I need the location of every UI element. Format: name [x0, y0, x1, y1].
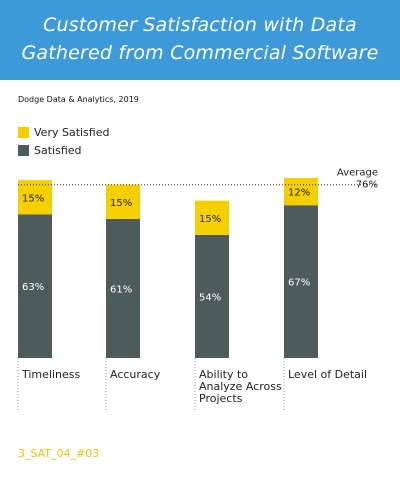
data-label-very-satisfied-level-of-detail: 12% [288, 188, 310, 199]
legend-label-satisfied: Satisfied [34, 144, 82, 157]
chart-title-line-1: Customer Satisfaction with Data [43, 14, 357, 36]
bar-satisfied-level-of-detail [284, 205, 318, 358]
bar-satisfied-timeliness [18, 214, 52, 358]
chart-title-line-2: Gathered from Commercial Software [21, 42, 379, 64]
data-label-satisfied-level-of-detail: 67% [288, 278, 310, 289]
legend-swatch-very-satisfied [18, 127, 29, 138]
bar-very-satisfied-level-of-detail [284, 177, 318, 206]
bar-satisfied-ability-to-analyze-across-projects [195, 234, 229, 358]
bar-satisfied-accuracy [106, 218, 140, 358]
data-label-very-satisfied-timeliness: 15% [22, 193, 44, 204]
category-label-accuracy: Accuracy [110, 368, 161, 381]
category-label-timeliness: Timeliness [21, 368, 81, 381]
average-value-label: 76% [356, 180, 378, 191]
data-label-satisfied-timeliness: 63% [22, 282, 44, 293]
category-label-ability-to-analyze-across-projects-line-3: Projects [199, 392, 243, 405]
category-label-level-of-detail: Level of Detail [288, 368, 367, 381]
data-label-satisfied-ability-to-analyze-across-projects: 54% [199, 292, 221, 303]
category-label-ability-to-analyze-across-projects-line-1: Ability to [199, 368, 248, 381]
bar-very-satisfied-ability-to-analyze-across-projects [195, 200, 229, 235]
title-banner: Customer Satisfaction with Data Gathered… [0, 0, 400, 80]
data-label-very-satisfied-ability-to-analyze-across-projects: 15% [199, 214, 221, 225]
figure-code: 3_SAT_04_#03 [18, 447, 100, 460]
bar-very-satisfied-timeliness [18, 180, 52, 215]
average-label: Average [337, 168, 378, 179]
data-label-very-satisfied-accuracy: 15% [110, 198, 132, 209]
category-label-ability-to-analyze-across-projects-line-2: Analyze Across [199, 380, 282, 393]
bar-very-satisfied-accuracy [106, 184, 140, 219]
legend-label-very-satisfied: Very Satisfied [34, 126, 110, 139]
legend-swatch-satisfied [18, 145, 29, 156]
source-note: Dodge Data & Analytics, 2019 [18, 95, 139, 104]
data-label-satisfied-accuracy: 61% [110, 284, 132, 295]
